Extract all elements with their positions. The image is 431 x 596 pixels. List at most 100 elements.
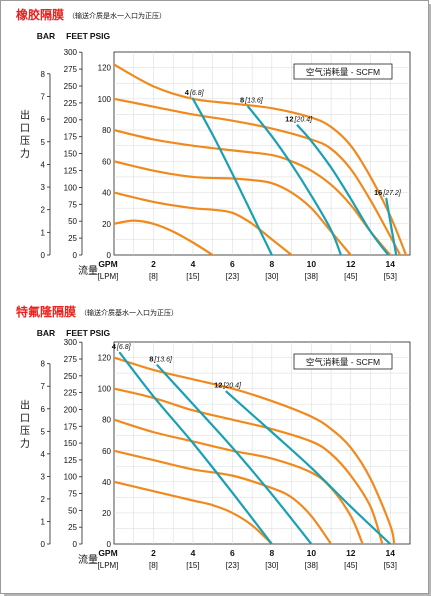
bar-tick-label: 3: [41, 183, 46, 192]
legend-title: 空气消耗量 - SCFM: [306, 67, 380, 77]
feet-tick-label: 200: [64, 405, 78, 414]
feet-tick-label: 300: [64, 48, 78, 57]
pressure-curve-2: [114, 160, 352, 255]
chart-subtitle: （输送介质是水一入口为正压）: [68, 11, 166, 20]
x-tick-label: 14: [386, 259, 396, 269]
feet-tick-label: 0: [73, 251, 78, 260]
gpm-label: GPM: [98, 259, 117, 269]
x-tick-label: 4: [191, 548, 196, 558]
feet-tick-label: 100: [64, 183, 78, 192]
bar-tick-label: 0: [41, 540, 46, 549]
bar-tick-label: 4: [41, 160, 46, 169]
feet-tick-label: 100: [64, 473, 78, 482]
x-tick-label: 14: [386, 548, 396, 558]
x-tick-label: 6: [230, 259, 235, 269]
unit-header-feet: FEET: [66, 31, 89, 41]
unit-header-bar: BAR: [37, 31, 55, 41]
bar-tick-label: 4: [41, 450, 46, 459]
bar-tick-label: 2: [41, 495, 46, 504]
feet-tick-label: 225: [64, 99, 78, 108]
x-tick-lpm: [53]: [384, 272, 397, 281]
bar-tick-label: 2: [41, 206, 46, 215]
feet-tick-label: 0: [73, 540, 78, 549]
pressure-curve-3: [114, 387, 384, 544]
unit-header-psig: PSIG: [90, 328, 111, 338]
curves: [114, 351, 396, 544]
psig-tick-label: 0: [107, 251, 112, 260]
scfm-curve-8: [247, 105, 343, 255]
pressure-curve-1: [114, 191, 293, 255]
scfm-sublabel: [27.2]: [382, 190, 402, 197]
legend-box: [293, 63, 393, 80]
scfm-sublabel: [20.4]: [222, 383, 242, 390]
chart-title: 橡胶隔膜: [16, 7, 64, 22]
x-tick-lpm: [45]: [344, 272, 357, 281]
psig-tick-label: 80: [102, 126, 111, 135]
lpm-label: [LPM]: [98, 561, 119, 570]
feet-tick-label: 150: [64, 439, 78, 448]
bar-tick-label: 1: [41, 517, 46, 526]
x-tick-lpm: [53]: [384, 561, 397, 570]
bar-tick-label: 0: [41, 251, 46, 260]
feet-tick-label: 25: [68, 523, 77, 532]
feet-tick-label: 300: [64, 338, 78, 347]
feet-tick-label: 250: [64, 82, 78, 91]
bar-tick-label: 8: [41, 360, 46, 369]
scfm-label: 16: [374, 188, 382, 197]
pressure-curve-0: [114, 219, 214, 255]
feet-tick-label: 200: [64, 116, 78, 125]
bar-tick-label: 7: [41, 382, 46, 391]
x-tick-lpm: [8]: [149, 561, 158, 570]
x-tick-lpm: [30]: [265, 272, 278, 281]
scfm-sublabel: [6.8]: [189, 90, 205, 97]
scfm-label: 12: [214, 381, 222, 390]
psig-tick-label: 60: [102, 157, 111, 166]
x-tick-lpm: [45]: [344, 561, 357, 570]
pressure-curve-2: [114, 418, 364, 544]
feet-tick-label: 25: [68, 234, 77, 243]
scfm-label: 12: [285, 114, 293, 123]
x-tick-label: 10: [307, 259, 317, 269]
chart-title: 特氟隆隔膜: [16, 304, 76, 319]
unit-header-psig: PSIG: [90, 31, 111, 41]
scfm-curve-12: [225, 390, 392, 544]
legend-title: 空气消耗量 - SCFM: [306, 357, 380, 367]
x-axis-label: 流量: [78, 264, 98, 277]
x-tick-lpm: [30]: [265, 561, 278, 570]
scfm-label: 4: [185, 88, 190, 97]
curves: [114, 63, 408, 255]
x-tick-label: 10: [307, 548, 317, 558]
scfm-label: 8: [149, 354, 153, 363]
psig-tick-label: 0: [107, 540, 112, 549]
scfm-sublabel: [13.6]: [153, 356, 173, 363]
unit-header-bar: BAR: [37, 328, 55, 338]
psig-tick-label: 120: [98, 64, 112, 73]
x-tick-lpm: [8]: [149, 272, 158, 281]
bar-tick-label: 5: [41, 427, 46, 436]
psig-tick-label: 40: [102, 189, 111, 198]
x-tick-label: 12: [346, 259, 356, 269]
x-tick-lpm: [23]: [226, 561, 239, 570]
lpm-label: [LPM]: [98, 272, 119, 281]
bar-tick-label: 6: [41, 115, 46, 124]
scfm-curve-4: [118, 351, 273, 544]
feet-tick-label: 125: [64, 167, 78, 176]
x-tick-label: 2: [151, 548, 156, 558]
feet-tick-label: 225: [64, 389, 78, 398]
x-axis-label: 流量: [78, 553, 98, 566]
x-tick-label: 8: [269, 548, 274, 558]
feet-tick-label: 275: [64, 355, 78, 364]
y-axis-label: 出 口 压 力: [18, 399, 30, 449]
psig-tick-label: 60: [102, 447, 111, 456]
x-tick-lpm: [15]: [186, 561, 199, 570]
ptfe-diaphragm-chart: 特氟隆隔膜 （输送介质基水一入口为正压）BAR FEET PSIG0204060801…: [16, 304, 411, 570]
feet-tick-label: 175: [64, 422, 78, 431]
feet-tick-label: 50: [68, 217, 77, 226]
scfm-label: 8: [240, 96, 244, 105]
grid: [114, 52, 410, 255]
pressure-curve-5: [114, 63, 408, 255]
x-tick-lpm: [38]: [305, 272, 318, 281]
pressure-curve-4: [114, 356, 396, 544]
psig-tick-label: 120: [98, 354, 112, 363]
